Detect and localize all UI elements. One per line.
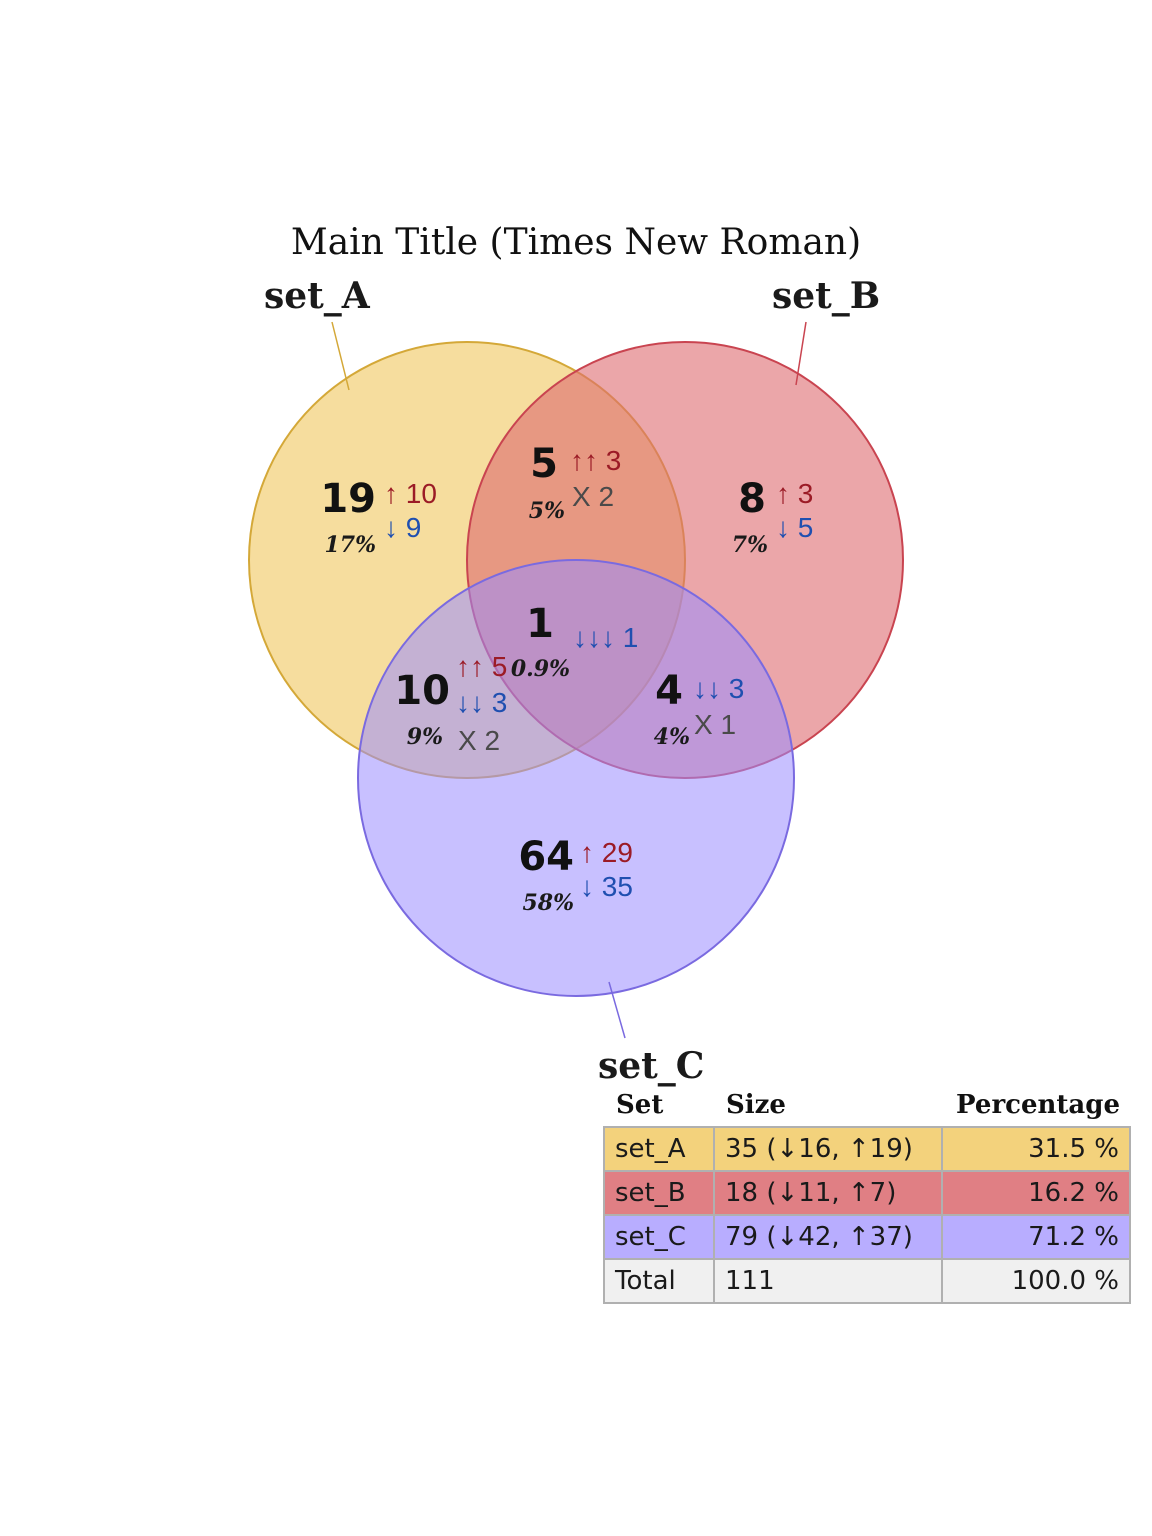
region-down: ↓ 5 bbox=[776, 512, 813, 543]
region-count: 64 bbox=[518, 834, 574, 880]
cell-size: 18 (↓11, ↑7) bbox=[713, 1170, 943, 1216]
region-down: ↓↓ 3 bbox=[456, 687, 507, 718]
set-label-b: set_B bbox=[772, 275, 880, 317]
region-c-only: 64 58% ↑ 29 ↓ 35 bbox=[518, 834, 633, 916]
region-count: 4 bbox=[655, 668, 683, 714]
main-title: Main Title (Times New Roman) bbox=[291, 222, 861, 263]
leader-set-c bbox=[608, 981, 626, 1039]
region-abc: 1 0.9% ↓↓↓ 1 bbox=[511, 601, 639, 682]
region-count: 19 bbox=[320, 476, 376, 522]
region-percent: 7% bbox=[732, 532, 768, 558]
header-size: Size bbox=[726, 1090, 786, 1120]
region-down: ↓↓↓ 1 bbox=[573, 622, 638, 653]
cell-set: set_C bbox=[603, 1214, 715, 1260]
region-b-only: 8 7% ↑ 3 ↓ 5 bbox=[732, 476, 814, 558]
region-percent: 17% bbox=[324, 532, 376, 558]
region-count: 10 bbox=[394, 668, 450, 714]
header-set: Set bbox=[616, 1090, 664, 1120]
cell-percentage: 31.5 % bbox=[941, 1126, 1131, 1172]
region-down: ↓↓ 3 bbox=[693, 673, 744, 704]
set-label-leaders bbox=[331, 321, 807, 1039]
region-up: ↑ 10 bbox=[384, 478, 437, 509]
region-down: ↓ 35 bbox=[580, 871, 633, 902]
region-up: ↑↑ 5 bbox=[456, 651, 507, 682]
region-percent: 58% bbox=[522, 890, 574, 916]
region-down: ↓ 9 bbox=[384, 512, 421, 543]
region-up: ↑ 3 bbox=[776, 478, 813, 509]
cell-set: Total bbox=[603, 1258, 715, 1304]
region-count: 8 bbox=[738, 476, 766, 522]
cell-size: 35 (↓16, ↑19) bbox=[713, 1126, 943, 1172]
region-percent: 0.9% bbox=[511, 656, 570, 682]
region-up: ↑↑ 3 bbox=[570, 445, 621, 476]
leader-set-b bbox=[795, 321, 807, 386]
region-percent: 4% bbox=[654, 724, 690, 750]
cell-percentage: 71.2 % bbox=[941, 1214, 1131, 1260]
set-label-a: set_A bbox=[264, 275, 371, 317]
circle-set-c bbox=[357, 559, 795, 997]
table-row: Total 111 100.0 % bbox=[603, 1258, 1131, 1304]
leader-set-a bbox=[331, 321, 350, 391]
cell-percentage: 100.0 % bbox=[941, 1258, 1131, 1304]
region-percent: 9% bbox=[407, 724, 443, 750]
cell-size: 111 bbox=[713, 1258, 943, 1304]
region-mixed: X 1 bbox=[694, 709, 736, 740]
table-row: set_C 79 (↓42, ↑37) 71.2 % bbox=[603, 1214, 1131, 1260]
cell-percentage: 16.2 % bbox=[941, 1170, 1131, 1216]
region-mixed: X 2 bbox=[572, 481, 614, 512]
cell-set: set_B bbox=[603, 1170, 715, 1216]
region-mixed: X 2 bbox=[458, 725, 500, 756]
region-count: 1 bbox=[526, 601, 554, 647]
header-percentage: Percentage bbox=[956, 1090, 1120, 1120]
set-label-c: set_C bbox=[598, 1045, 704, 1087]
summary-table: Set Size Percentage set_A 35 (↓16, ↑19) … bbox=[603, 1090, 1131, 1304]
region-bc: 4 4% ↓↓ 3 X 1 bbox=[654, 668, 745, 750]
table-row: set_B 18 (↓11, ↑7) 16.2 % bbox=[603, 1170, 1131, 1216]
table-header-row: Set Size Percentage bbox=[604, 1090, 1130, 1127]
region-a-only: 19 17% ↑ 10 ↓ 9 bbox=[320, 476, 437, 558]
table-row: set_A 35 (↓16, ↑19) 31.5 % bbox=[603, 1126, 1131, 1172]
region-ab: 5 5% ↑↑ 3 X 2 bbox=[529, 441, 622, 524]
cell-size: 79 (↓42, ↑37) bbox=[713, 1214, 943, 1260]
venn-circles bbox=[248, 341, 904, 997]
cell-set: set_A bbox=[603, 1126, 715, 1172]
region-percent: 5% bbox=[529, 498, 565, 524]
region-count: 5 bbox=[530, 441, 558, 487]
region-up: ↑ 29 bbox=[580, 837, 633, 868]
region-ac: 10 9% ↑↑ 5 ↓↓ 3 X 2 bbox=[394, 651, 507, 756]
